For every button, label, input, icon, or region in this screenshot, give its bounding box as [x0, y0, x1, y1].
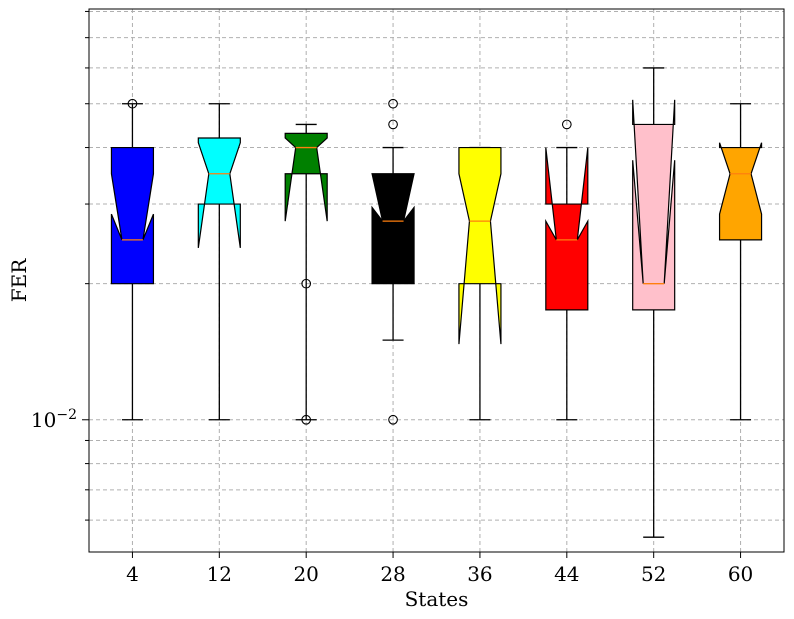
- box-4: [110, 98, 155, 421]
- y-axis-label: FER: [7, 258, 31, 302]
- grid-lines: [89, 9, 784, 552]
- outlier-point: [388, 98, 398, 109]
- ticks: 10−2 4 12 20 28 36 44 52 60: [31, 10, 753, 586]
- x-axis-label: States: [405, 587, 469, 611]
- axes-frame: [88, 8, 785, 553]
- box-52: [632, 67, 676, 538]
- box-body: [110, 146, 155, 285]
- outlier-point: [388, 119, 398, 130]
- box-60: [718, 103, 763, 421]
- x-tick-label: 44: [554, 562, 579, 586]
- box-12: [197, 103, 241, 421]
- x-tick-label: 60: [728, 562, 753, 586]
- box-36: [458, 146, 502, 421]
- box-body: [458, 146, 502, 345]
- y-tick-label: 10−2: [31, 407, 77, 432]
- x-tick-label: 20: [293, 562, 318, 586]
- box-body: [718, 142, 763, 241]
- box-body: [371, 173, 415, 285]
- box-body: [632, 99, 676, 311]
- outlier-point: [388, 414, 398, 425]
- box-body: [197, 137, 241, 248]
- outlier-point: [127, 98, 138, 109]
- x-tick-label: 28: [380, 562, 405, 586]
- box-28: [371, 98, 415, 425]
- boxes: [110, 67, 763, 538]
- x-tick-label: 12: [207, 562, 232, 586]
- x-tick-label: 4: [126, 562, 139, 586]
- box-body: [545, 147, 589, 311]
- outlier-point: [301, 278, 312, 289]
- box-44: [545, 119, 589, 421]
- outlier-point: [561, 119, 572, 130]
- box-body: [284, 132, 328, 222]
- outlier-point: [301, 414, 312, 425]
- x-tick-label: 52: [641, 562, 666, 586]
- x-tick-label: 36: [467, 562, 492, 586]
- box-20: [284, 123, 328, 425]
